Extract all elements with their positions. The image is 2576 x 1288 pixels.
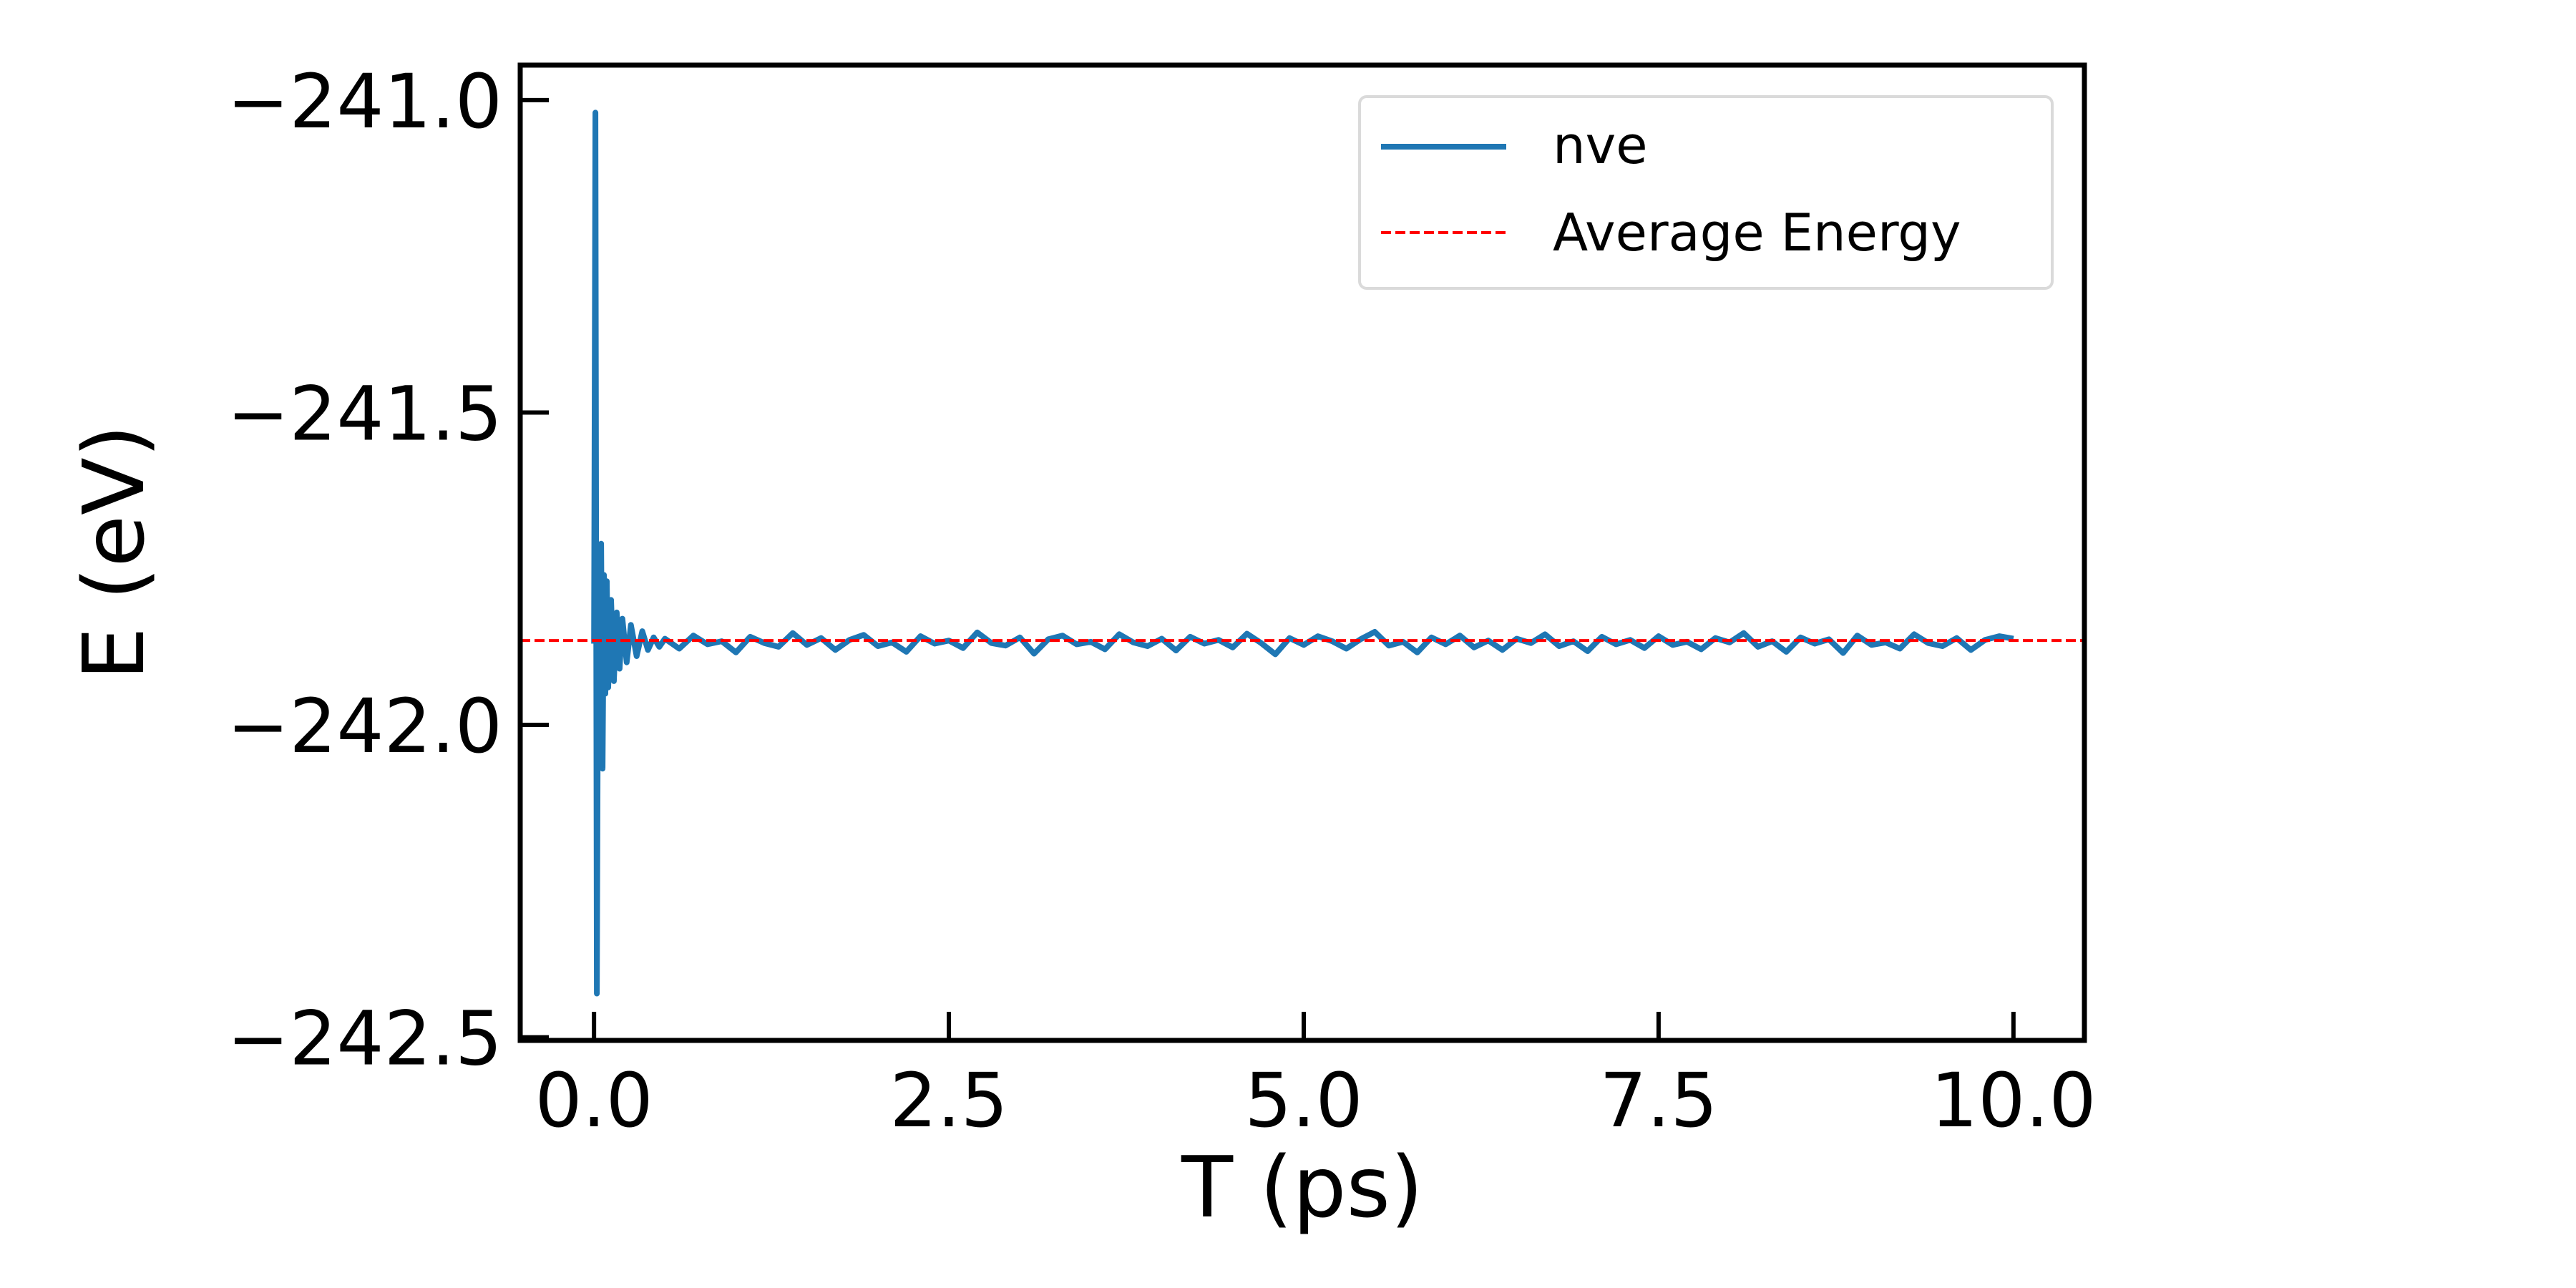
y-tick-label: −242.0 (227, 683, 502, 770)
ticks: 0.0 2.5 5.0 7.5 10.0 −241.0 −241.5 −242.0 −242.5 (227, 58, 2096, 1144)
y-tick-label: −241.0 (227, 58, 502, 145)
x-tick-label: 5.0 (1244, 1057, 1362, 1144)
x-tick-label: 0.0 (535, 1057, 653, 1144)
x-tick-label: 10.0 (1931, 1057, 2097, 1144)
y-tick-label: −242.5 (227, 995, 502, 1083)
axes-frame (517, 62, 2087, 1043)
x-tick-label: 2.5 (889, 1057, 1008, 1144)
y-axis-label: E (eV) (64, 424, 163, 680)
y-tick-label: −241.5 (227, 370, 502, 457)
legend: nve Average Energy (1358, 95, 2054, 290)
nve-series-line (591, 109, 2014, 997)
plot-area (520, 109, 2084, 997)
x-axis-label: T (ps) (1181, 1138, 1423, 1236)
legend-average-label: Average Energy (1553, 203, 1961, 263)
x-tick-label: 7.5 (1599, 1057, 1717, 1144)
legend-box (1358, 95, 2054, 290)
legend-nve-label: nve (1553, 115, 1648, 175)
